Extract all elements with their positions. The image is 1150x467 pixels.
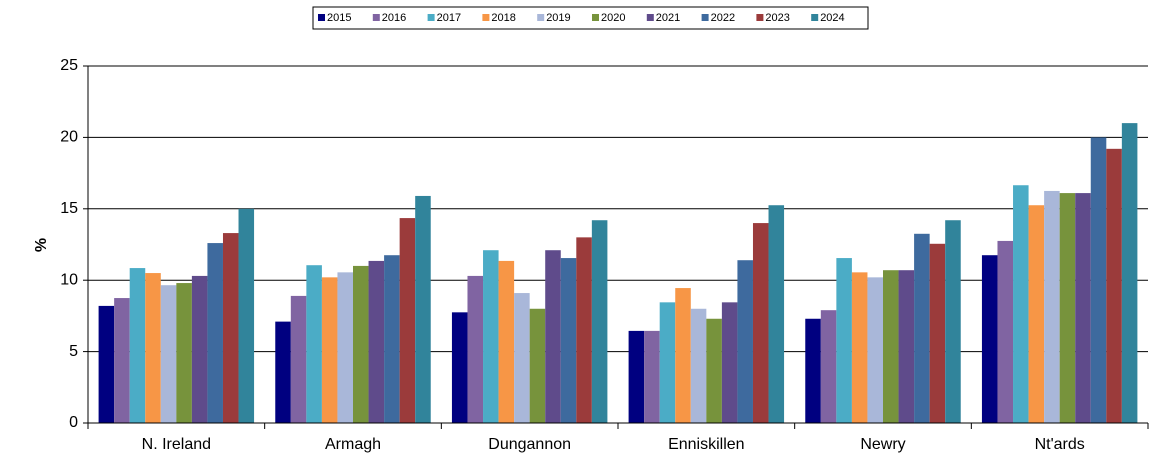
bar	[545, 250, 561, 423]
bar	[384, 255, 400, 423]
bar	[706, 318, 722, 423]
y-axis-label: %	[33, 238, 50, 252]
bar	[160, 285, 177, 423]
bar	[675, 288, 691, 423]
bar	[1106, 148, 1122, 423]
y-tick-label: 20	[60, 129, 78, 146]
legend-swatch	[372, 14, 380, 21]
legend-swatch	[756, 14, 764, 21]
x-tick-label: Newry	[860, 436, 905, 453]
bar	[644, 330, 660, 423]
legend-label: 2023	[765, 12, 789, 24]
bar	[207, 243, 223, 423]
bar	[836, 258, 852, 423]
bar	[628, 330, 645, 423]
bar	[898, 270, 915, 423]
y-tick-label: 25	[60, 57, 78, 74]
legend-swatch	[318, 14, 325, 21]
bar	[114, 298, 130, 423]
bar	[451, 312, 468, 423]
bar	[399, 218, 416, 423]
bar	[945, 220, 961, 423]
bar	[145, 273, 161, 423]
bar	[529, 308, 546, 423]
y-tick-label: 0	[69, 414, 78, 431]
bar	[690, 308, 707, 423]
bar	[98, 305, 115, 423]
x-tick-label: N. Ireland	[142, 436, 211, 453]
x-tick-label: Nt'ards	[1035, 436, 1085, 453]
legend-label: 2019	[546, 12, 570, 24]
legend: 2015 2016 2017 2018 2019 2020 2021 2022 2023 2024	[318, 12, 845, 24]
bar	[368, 260, 385, 423]
legend-label: 2024	[820, 12, 844, 24]
bar	[981, 255, 998, 423]
bar	[514, 293, 530, 423]
bar	[1075, 193, 1091, 423]
legend-label: 2018	[491, 12, 515, 24]
bar	[415, 195, 431, 423]
legend-swatch	[537, 14, 545, 21]
bar	[238, 208, 255, 423]
bar	[1059, 193, 1076, 423]
bar	[721, 302, 738, 423]
y-tick-label: 5	[69, 343, 78, 360]
bar	[851, 272, 868, 423]
bar	[176, 283, 192, 423]
bar	[591, 220, 608, 423]
legend-swatch	[701, 14, 709, 21]
x-tick-label: Armagh	[325, 436, 381, 453]
legend-swatch	[482, 14, 490, 21]
legend-label: 2021	[656, 12, 680, 24]
bar	[820, 310, 837, 423]
x-tick-label: Enniskillen	[668, 436, 744, 453]
bar	[191, 275, 208, 423]
bar	[1090, 137, 1107, 423]
bar	[560, 258, 577, 423]
bar	[1121, 123, 1138, 424]
bar	[914, 233, 930, 423]
x-tick-label: Dungannon	[488, 436, 571, 453]
bar	[306, 265, 322, 423]
bar	[498, 260, 515, 423]
bar	[353, 265, 369, 423]
bar	[997, 240, 1014, 423]
bar	[1013, 185, 1029, 423]
bar	[737, 260, 753, 423]
bar	[929, 243, 946, 423]
y-tick-label: 15	[60, 200, 78, 217]
legend-swatch	[592, 14, 599, 21]
bar	[805, 318, 821, 423]
y-tick-label: 10	[60, 271, 78, 288]
bar	[129, 268, 146, 423]
legend-label: 2017	[437, 12, 461, 24]
bar	[883, 270, 899, 423]
bar	[768, 205, 785, 423]
bar	[752, 223, 769, 423]
bar	[467, 275, 484, 423]
bar	[222, 233, 239, 423]
legend-label: 2022	[711, 12, 735, 24]
bar	[337, 272, 353, 423]
legend-swatch	[646, 14, 654, 21]
legend-swatch	[427, 14, 435, 21]
bar	[1028, 205, 1045, 423]
bar	[290, 295, 307, 423]
bar	[1044, 190, 1060, 423]
legend-box	[312, 6, 869, 30]
bar	[483, 250, 499, 423]
bar	[659, 302, 676, 423]
legend-label: 2016	[382, 12, 406, 24]
legend-label: 2020	[601, 12, 625, 24]
bar	[576, 237, 592, 423]
legend-swatch	[811, 14, 819, 21]
legend-label: 2015	[327, 12, 351, 24]
bar	[321, 277, 338, 423]
bar	[275, 321, 291, 423]
bar	[867, 277, 883, 423]
